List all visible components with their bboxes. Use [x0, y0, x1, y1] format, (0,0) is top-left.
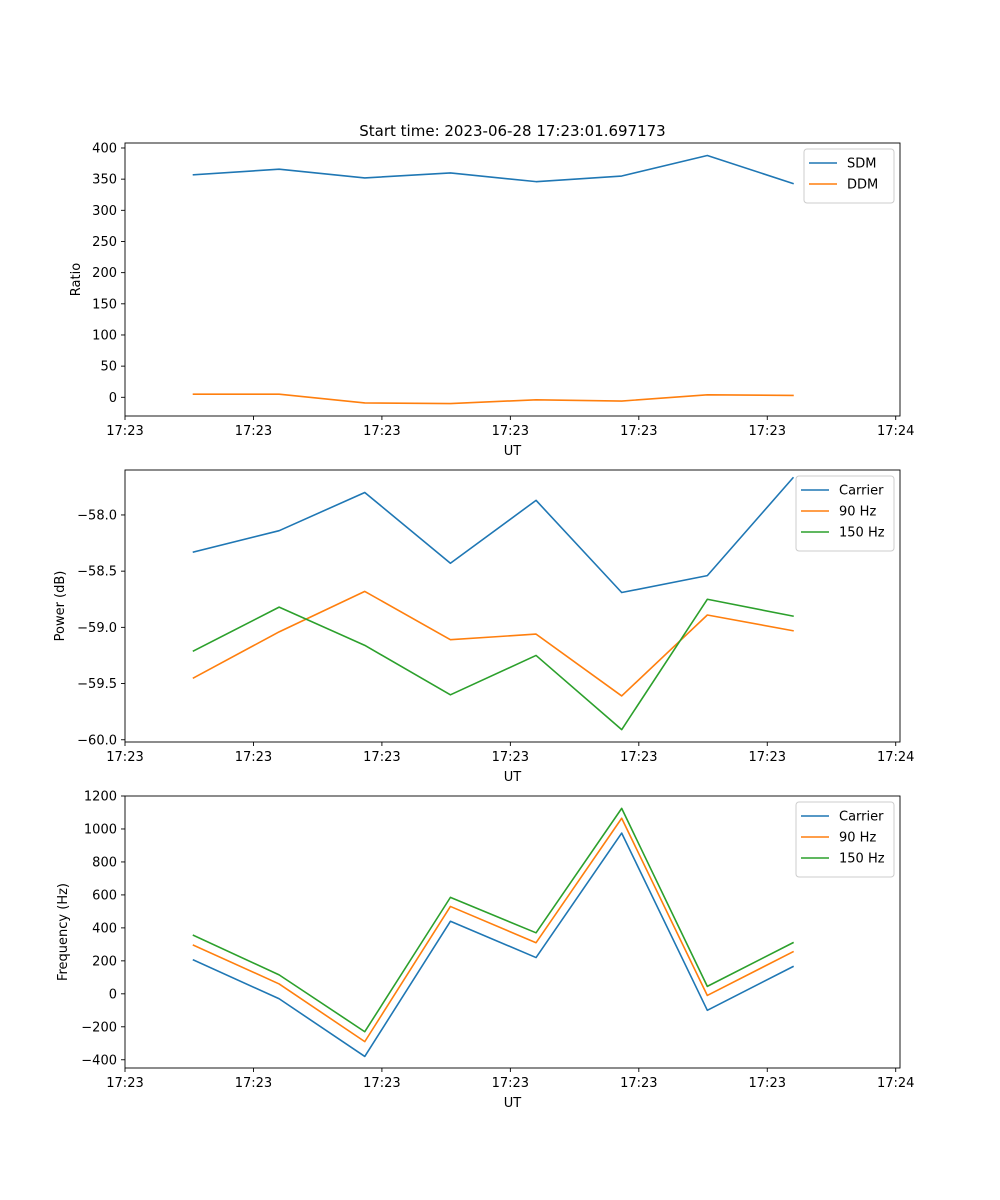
y-tick-label: −59.0: [77, 621, 117, 636]
y-tick-label: 600: [92, 888, 117, 903]
series-line-150-hz: [192, 598, 794, 731]
y-tick-label: 0: [109, 391, 117, 406]
y-tick-label: −59.5: [77, 677, 117, 692]
subplot-2: 17:23 17:23 17:23 17:23 17:23 17:23 17:24 −60.0…: [53, 469, 914, 785]
y-tick-label: −58.0: [77, 508, 117, 523]
y-tick-label: −58.5: [77, 565, 117, 580]
y-tick-label: 1200: [84, 790, 117, 805]
legend-label: Carrier: [839, 484, 884, 499]
y-tick-label: 400: [92, 141, 117, 156]
y-tick-label: 250: [92, 235, 117, 250]
legend-label: 90 Hz: [839, 831, 876, 846]
y-tick-label: 50: [100, 360, 117, 375]
series-line-carrier: [192, 476, 795, 594]
x-tick-label: 17:23: [492, 750, 529, 765]
y-tick-label: −400: [81, 1053, 117, 1068]
y-tick-label: −200: [81, 1020, 117, 1035]
axes-frame: [124, 469, 901, 743]
x-tick-label: 17:23: [749, 1076, 786, 1091]
x-tick-label: 17:23: [106, 1076, 143, 1091]
y-tick-label: 200: [92, 266, 117, 281]
x-tick-label: 17:23: [235, 424, 272, 439]
x-tick-label: 17:23: [363, 424, 400, 439]
x-tick-label: 17:23: [620, 1076, 657, 1091]
legend-label: DDM: [847, 178, 878, 193]
series-line-90-hz: [192, 817, 795, 1043]
figure-title: Start time: 2023-06-28 17:23:01.697173: [359, 122, 665, 140]
x-tick-label: 17:23: [363, 1076, 400, 1091]
x-axis-label: UT: [504, 1096, 522, 1111]
y-tick-label: −60.0: [77, 733, 117, 748]
y-tick-label: 0: [109, 987, 117, 1002]
x-tick-label: 17:24: [877, 424, 914, 439]
legend-label: Carrier: [839, 810, 884, 825]
series-line-150-hz: [192, 807, 795, 1033]
x-axis-label: UT: [504, 770, 522, 785]
y-tick-label: 350: [92, 173, 117, 188]
legend-label: 90 Hz: [839, 505, 876, 520]
x-tick-label: 17:23: [492, 424, 529, 439]
y-axis-label: Frequency (Hz): [56, 883, 71, 981]
axes-frame: [124, 142, 901, 417]
legend-label: SDM: [847, 157, 876, 172]
y-tick-label: 400: [92, 921, 117, 936]
legend: Carrier 90 Hz 150 Hz: [795, 801, 895, 878]
axes-frame: [124, 795, 901, 1069]
subplot-1: 17:23 17:23 17:23 17:23 17:23 17:23 17:24 0 50 10…: [69, 141, 914, 459]
x-tick-label: 17:23: [363, 750, 400, 765]
x-tick-label: 17:24: [877, 1076, 914, 1091]
x-tick-label: 17:23: [235, 1076, 272, 1091]
y-tick-label: 1000: [84, 822, 117, 837]
y-tick-label: 150: [92, 297, 117, 312]
series-line-90-hz: [192, 590, 794, 697]
legend: SDM DDM: [803, 148, 895, 204]
x-tick-label: 17:23: [749, 424, 786, 439]
series-line-carrier: [192, 832, 795, 1058]
y-tick-label: 100: [92, 328, 117, 343]
x-tick-label: 17:23: [235, 750, 272, 765]
y-axis-label: Power (dB): [53, 571, 68, 642]
x-tick-label: 17:23: [620, 750, 657, 765]
legend: Carrier 90 Hz 150 Hz: [795, 475, 895, 552]
y-axis-label: Ratio: [69, 263, 84, 296]
x-axis-label: UT: [504, 444, 522, 459]
y-tick-label: 800: [92, 855, 117, 870]
subplots: 17:23 17:23 17:23 17:23 17:23 17:23 17:24 0 50 10…: [53, 141, 914, 1111]
x-tick-label: 17:23: [749, 750, 786, 765]
x-tick-label: 17:23: [620, 424, 657, 439]
series-line-ddm: [192, 393, 794, 405]
legend-label: 150 Hz: [839, 526, 885, 541]
y-tick-label: 300: [92, 204, 117, 219]
subplot-3: 17:23 17:23 17:23 17:23 17:23 17:23 17:24 −400 −…: [56, 790, 914, 1112]
x-tick-label: 17:23: [492, 1076, 529, 1091]
x-tick-label: 17:24: [877, 750, 914, 765]
y-tick-label: 200: [92, 954, 117, 969]
x-tick-label: 17:23: [106, 424, 143, 439]
x-tick-label: 17:23: [106, 750, 143, 765]
series-line-sdm: [192, 154, 794, 185]
legend-label: 150 Hz: [839, 852, 885, 867]
